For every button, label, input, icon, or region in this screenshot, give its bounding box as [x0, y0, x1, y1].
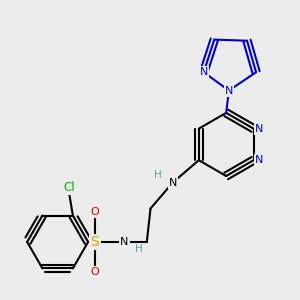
Text: H: H — [136, 244, 143, 254]
Text: N: N — [120, 237, 129, 247]
Text: Cl: Cl — [63, 181, 75, 194]
Text: S: S — [90, 235, 99, 249]
Text: O: O — [90, 207, 99, 217]
Text: N: N — [255, 124, 263, 134]
Text: H: H — [154, 170, 162, 180]
Text: O: O — [90, 267, 99, 277]
Text: N: N — [225, 85, 233, 95]
Text: N: N — [169, 178, 177, 188]
Text: N: N — [255, 155, 263, 165]
Text: N: N — [200, 67, 208, 77]
